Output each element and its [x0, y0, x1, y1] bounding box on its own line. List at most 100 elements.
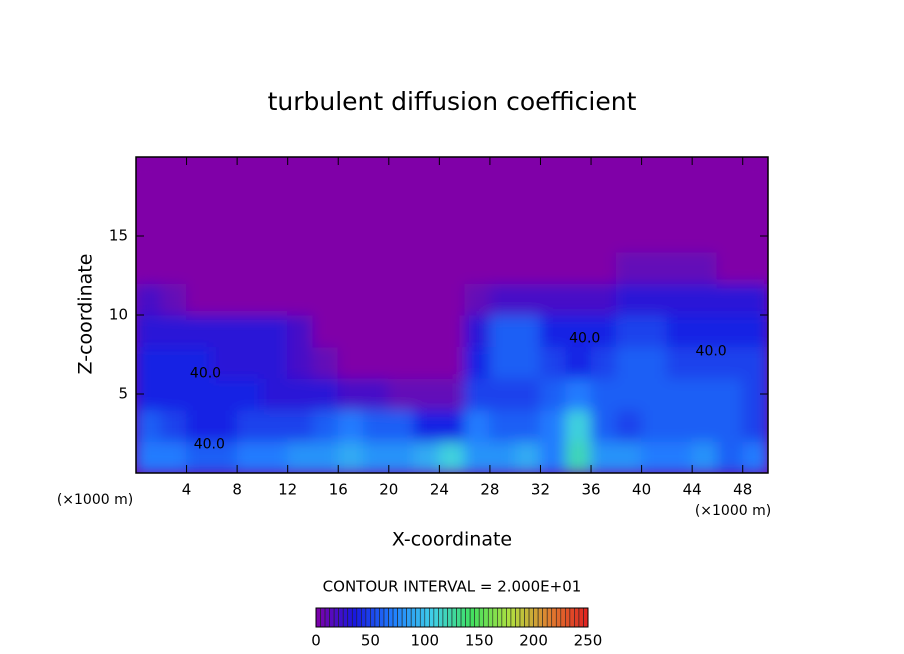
cell [615, 219, 643, 253]
chart-title: turbulent diffusion coefficient [268, 87, 637, 116]
cell [615, 440, 643, 473]
cell [641, 346, 668, 379]
cell [236, 440, 263, 473]
colorbar-swatch [438, 607, 444, 628]
colorbar-swatch [483, 607, 489, 628]
cell [363, 440, 390, 473]
colorbar-swatch [524, 607, 530, 628]
cell [615, 251, 643, 284]
colorbar-swatch [365, 607, 371, 628]
colorbar-swatch [429, 607, 435, 628]
cell [539, 409, 567, 442]
colorbar-swatch [560, 607, 566, 628]
colorbar-swatch [460, 607, 466, 628]
cell [136, 251, 162, 284]
cell [388, 251, 415, 284]
cell [236, 314, 263, 348]
cell [136, 282, 162, 316]
cell [691, 157, 718, 190]
colorbar-swatch [537, 607, 543, 628]
cell [464, 219, 491, 253]
cell [186, 314, 213, 348]
cell [691, 377, 718, 411]
cell [565, 157, 592, 190]
cell [514, 251, 541, 284]
colorbar-swatch [315, 607, 321, 628]
cell [539, 219, 567, 253]
cell [337, 282, 365, 316]
cell [312, 282, 339, 316]
cell [261, 282, 289, 316]
overlay: 4 8 12 16 20 24 28 32 36 40 44 485101540.040.040.04… [109, 156, 769, 650]
cell [615, 157, 643, 190]
cell [539, 346, 567, 379]
cell [666, 346, 693, 379]
cell [514, 440, 541, 473]
colorbar-swatch [433, 607, 439, 628]
cell [565, 314, 592, 348]
cell [363, 377, 390, 411]
cell [160, 346, 188, 379]
colorbar-swatch [401, 607, 407, 628]
cell [287, 219, 314, 253]
cell [211, 157, 238, 190]
cell [438, 440, 466, 473]
cell [211, 188, 238, 221]
cell [691, 282, 718, 316]
cell [615, 188, 643, 221]
colorbar-swatch [361, 607, 367, 628]
cell [489, 251, 516, 284]
cell [514, 409, 541, 442]
cell [211, 251, 238, 284]
cell [186, 377, 213, 411]
cell [742, 440, 768, 473]
x-tick-label: 20 [379, 481, 398, 499]
y-tick-label: 15 [109, 227, 128, 245]
cell [489, 377, 516, 411]
cell [464, 409, 491, 442]
cell [615, 409, 643, 442]
cell [590, 346, 617, 379]
cell [489, 282, 516, 316]
cell [312, 314, 339, 348]
cell [388, 346, 415, 379]
cell [186, 409, 213, 442]
y-tick-label: 5 [118, 385, 128, 403]
cell [312, 377, 339, 411]
cell [464, 251, 491, 284]
cell [539, 282, 567, 316]
x-axis-label: X-coordinate [392, 529, 512, 551]
cell [363, 314, 390, 348]
cell [337, 157, 365, 190]
cell [236, 346, 263, 379]
cell [666, 188, 693, 221]
cell [186, 219, 213, 253]
cell [236, 157, 263, 190]
y-tick-label: 10 [109, 306, 128, 324]
colorbar-swatch [351, 607, 358, 628]
cell [641, 219, 668, 253]
cell [615, 346, 643, 379]
cell [666, 282, 693, 316]
cell [691, 314, 718, 348]
cell [363, 282, 390, 316]
cell [691, 409, 718, 442]
cell [312, 346, 339, 379]
y-axis-label: Z-coordinate [75, 254, 97, 375]
cell [160, 188, 188, 221]
cell [211, 314, 238, 348]
colorbar-swatch [424, 607, 430, 628]
cell [186, 251, 213, 284]
cell [464, 440, 491, 473]
cell [641, 188, 668, 221]
cell [160, 219, 188, 253]
cells [136, 157, 768, 473]
cell [539, 188, 567, 221]
cell [565, 377, 592, 411]
cell [160, 440, 188, 473]
cell [464, 188, 491, 221]
cell [666, 219, 693, 253]
cell [615, 282, 643, 316]
cell [742, 314, 768, 348]
cell [539, 251, 567, 284]
